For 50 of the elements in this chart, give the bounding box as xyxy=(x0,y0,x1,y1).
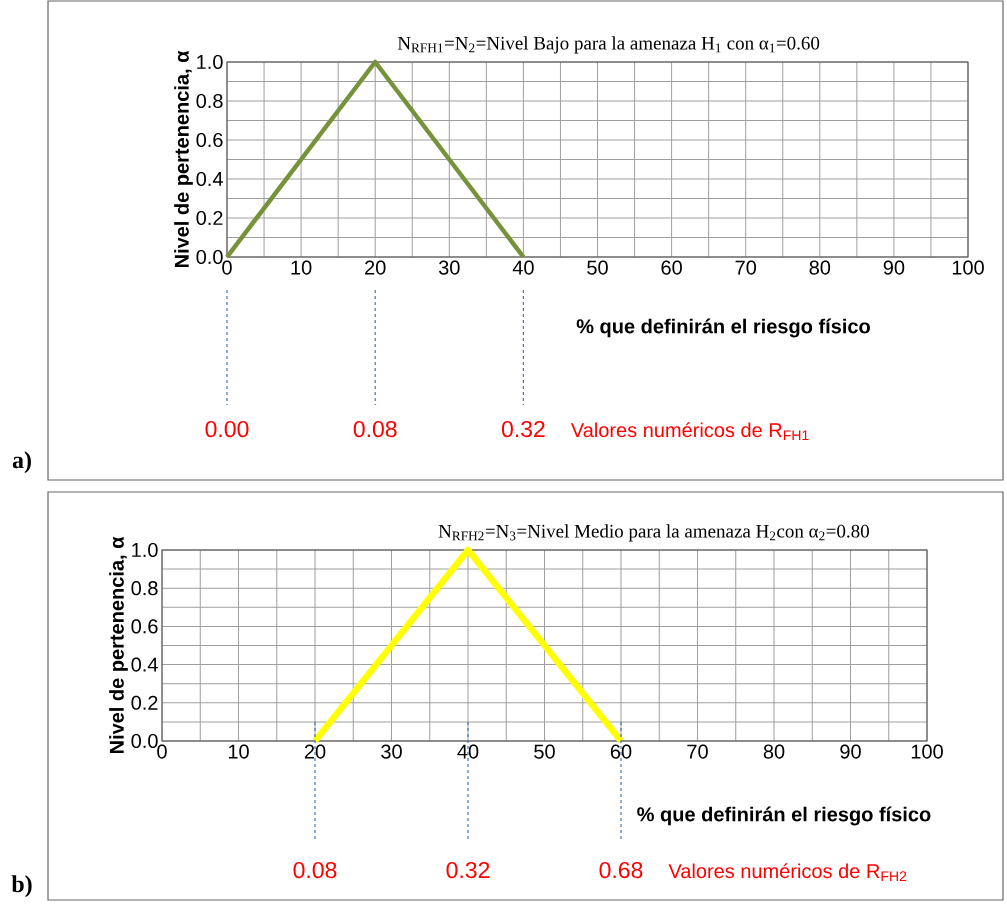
text: a) xyxy=(12,451,31,474)
x-tick-label: 40 xyxy=(457,744,479,759)
x-tick-label: 90 xyxy=(883,260,905,275)
annotation: 0.68 xyxy=(599,861,643,879)
y-tick-label: 0.6 xyxy=(131,619,158,634)
annotation: 0.32 xyxy=(501,420,545,438)
y-tick-label: 0.4 xyxy=(196,171,223,187)
x-tick-label: 10 xyxy=(291,260,312,275)
x-tick-label: 100 xyxy=(911,744,943,759)
x-tick-label: 0 xyxy=(157,744,167,759)
x-tick-label: 60 xyxy=(661,260,682,275)
x-tick-label: 80 xyxy=(763,744,785,759)
y-tick-label: 0.6 xyxy=(196,132,223,148)
x-tick-label: 70 xyxy=(735,260,757,275)
chart-title: N$_{RFH2}$=N$_{3}$=Nivel Medio para la amenaza H$_{2}$con α$_{2}$=0.80 xyxy=(438,524,869,542)
y-tick-label: 0.8 xyxy=(131,581,158,596)
y-axis-title: Nivel de pertenencia, α xyxy=(174,50,193,268)
x-tick-label: 50 xyxy=(587,260,608,275)
y-tick-label: 0.4 xyxy=(131,657,158,672)
y-tick-label: 0.8 xyxy=(196,93,223,109)
x-tick-label: 20 xyxy=(304,744,326,759)
annotation: 0.32 xyxy=(446,861,490,879)
y-tick-label: 0.2 xyxy=(196,210,223,226)
x-tick-label: 40 xyxy=(512,260,534,275)
y-tick-label: 0.0 xyxy=(196,249,223,265)
x-axis-title: % que definirán el riesgo físico xyxy=(637,806,931,826)
y-tick-label: 1.0 xyxy=(132,542,158,558)
text: b) xyxy=(11,875,32,898)
x-axis-title: % que definirán el riesgo físico xyxy=(576,318,870,338)
annotation: 0.08 xyxy=(293,861,337,879)
x-tick-label: 60 xyxy=(610,744,632,759)
x-tick-label: 90 xyxy=(840,744,861,759)
text: Valores numéricos de R$_{FH1}$ xyxy=(570,422,809,441)
chart-title: N$_{RFH1}$=N$_{2}$=Nivel Bajo para la amenaza H$_{1}$ con α$_{1}$=0.60 xyxy=(397,36,820,54)
x-tick-label: 0 xyxy=(222,260,232,275)
x-tick-label: 50 xyxy=(534,744,555,759)
y-tick-label: 0.2 xyxy=(131,695,158,710)
x-tick-label: 80 xyxy=(809,260,831,275)
y-tick-label: 0.0 xyxy=(131,733,158,749)
annotation: 0.00 xyxy=(205,420,249,438)
y-axis-title: Nivel de pertenencia, α xyxy=(109,536,128,754)
x-tick-label: 70 xyxy=(687,744,708,759)
x-tick-label: 20 xyxy=(365,260,386,275)
annotation: 0.08 xyxy=(353,420,397,438)
x-tick-label: 10 xyxy=(228,744,249,759)
x-tick-label: 100 xyxy=(952,260,984,275)
x-tick-label: 30 xyxy=(381,744,402,759)
y-tick-label: 1.0 xyxy=(197,54,223,70)
text: Valores numéricos de R$_{FH2}$ xyxy=(668,863,907,882)
x-tick-label: 30 xyxy=(438,260,460,275)
